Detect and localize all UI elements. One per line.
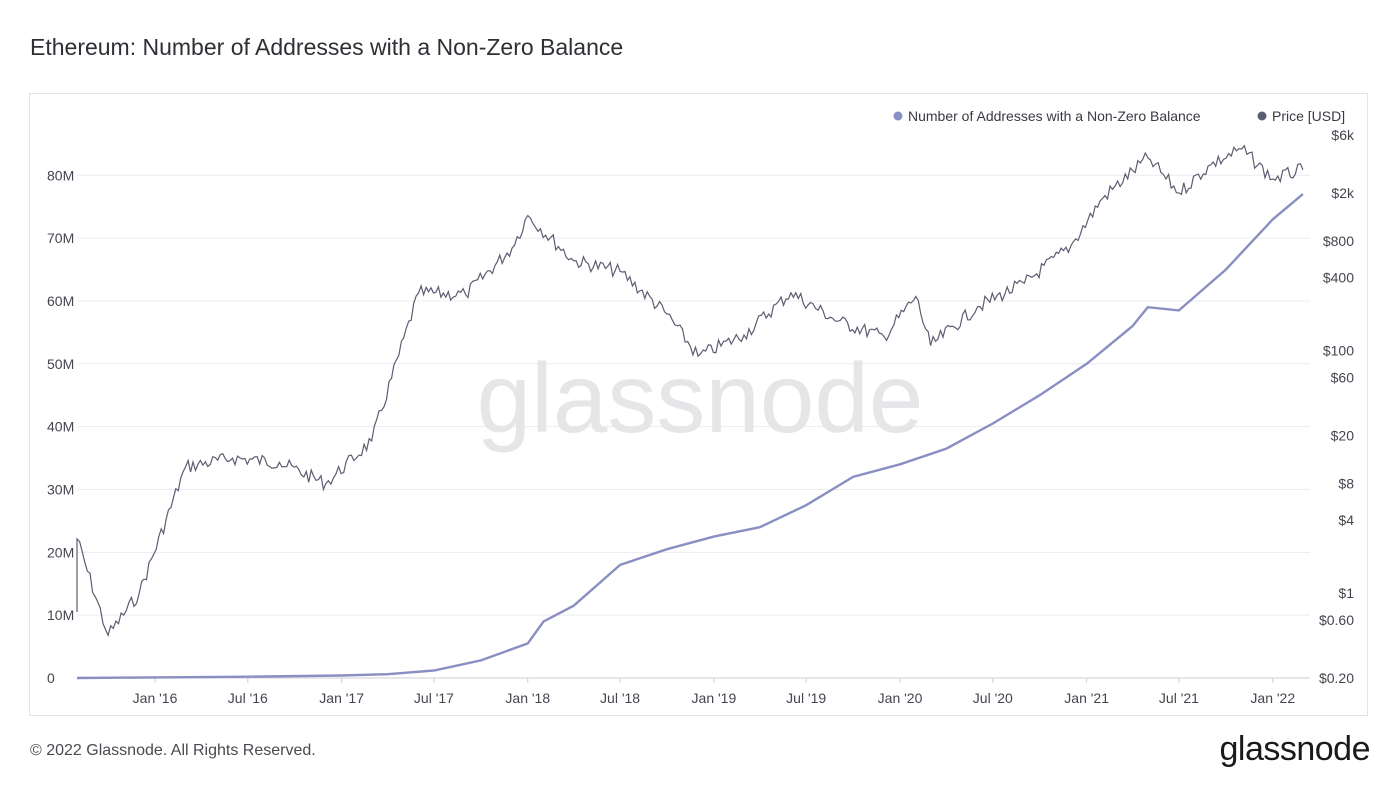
y-right-tick-label: $60 xyxy=(1331,370,1355,386)
page-title: Ethereum: Number of Addresses with a Non… xyxy=(30,34,624,60)
y-right-tick-label: $2k xyxy=(1331,185,1355,201)
y-left-tick-label: 30M xyxy=(47,481,74,497)
glassnode-logo: glassnode xyxy=(1219,730,1370,768)
y-right-tick-label: $0.20 xyxy=(1319,670,1354,686)
chart-panel xyxy=(29,93,1368,716)
y-left-tick-label: 50M xyxy=(47,356,74,372)
legend-marker-price xyxy=(1257,111,1267,121)
y-right-tick-label: $0.60 xyxy=(1319,612,1354,628)
legend-label-price: Price [USD] xyxy=(1272,108,1345,124)
legend-label-addresses: Number of Addresses with a Non-Zero Bala… xyxy=(908,108,1201,124)
y-left-tick-label: 80M xyxy=(47,167,74,183)
y-right-tick-label: $6k xyxy=(1331,127,1355,143)
y-left-tick-label: 0 xyxy=(47,670,55,686)
x-axis: Jan '16 Jul '16 Jan '17 Jul '17 Jan '18 Jul '… xyxy=(77,677,1310,706)
x-tick-label: Jan '22 xyxy=(1250,690,1295,706)
x-tick-label: Jul '16 xyxy=(228,690,268,706)
y-right-tick-label: $1 xyxy=(1338,585,1354,601)
x-tick-label: Jul '19 xyxy=(786,690,826,706)
y-left-tick-label: 20M xyxy=(47,544,74,560)
x-tick-label: Jul '20 xyxy=(973,690,1013,706)
y-axis-left: 0 10M 20M 30M 40M 50M 60M 70M 80M xyxy=(47,167,74,686)
addresses-series-line xyxy=(76,193,1304,680)
x-tick-label: Jan '19 xyxy=(692,690,737,706)
copyright-footer: © 2022 Glassnode. All Rights Reserved. xyxy=(30,742,316,759)
x-tick-label: Jul '21 xyxy=(1159,690,1199,706)
legend: Number of Addresses with a Non-Zero Bala… xyxy=(893,108,1345,124)
price-series-line xyxy=(76,144,1304,638)
y-right-tick-label: $4 xyxy=(1338,512,1354,528)
y-left-tick-label: 60M xyxy=(47,293,74,309)
y-right-tick-label: $20 xyxy=(1331,427,1355,443)
y-right-tick-label: $800 xyxy=(1323,233,1354,249)
x-tick-label: Jan '18 xyxy=(505,690,550,706)
y-left-tick-label: 70M xyxy=(47,230,74,246)
y-right-tick-label: $100 xyxy=(1323,343,1354,359)
y-left-tick-label: 40M xyxy=(47,419,74,435)
y-axis-right: $0.20 $0.60 $1 $4 $8 $20 $60 $100 $400 $800 $2k $6k xyxy=(1319,127,1355,686)
x-tick-label: Jan '21 xyxy=(1064,690,1109,706)
watermark: glassnode xyxy=(477,343,924,453)
legend-marker-addresses xyxy=(893,111,903,121)
x-tick-label: Jul '18 xyxy=(600,690,640,706)
x-tick-label: Jan '20 xyxy=(878,690,923,706)
y-left-tick-label: 10M xyxy=(47,607,74,623)
y-right-tick-label: $8 xyxy=(1338,476,1354,492)
x-tick-label: Jul '17 xyxy=(414,690,454,706)
x-tick-label: Jan '17 xyxy=(319,690,364,706)
x-tick-label: Jan '16 xyxy=(133,690,178,706)
y-right-tick-label: $400 xyxy=(1323,270,1354,286)
